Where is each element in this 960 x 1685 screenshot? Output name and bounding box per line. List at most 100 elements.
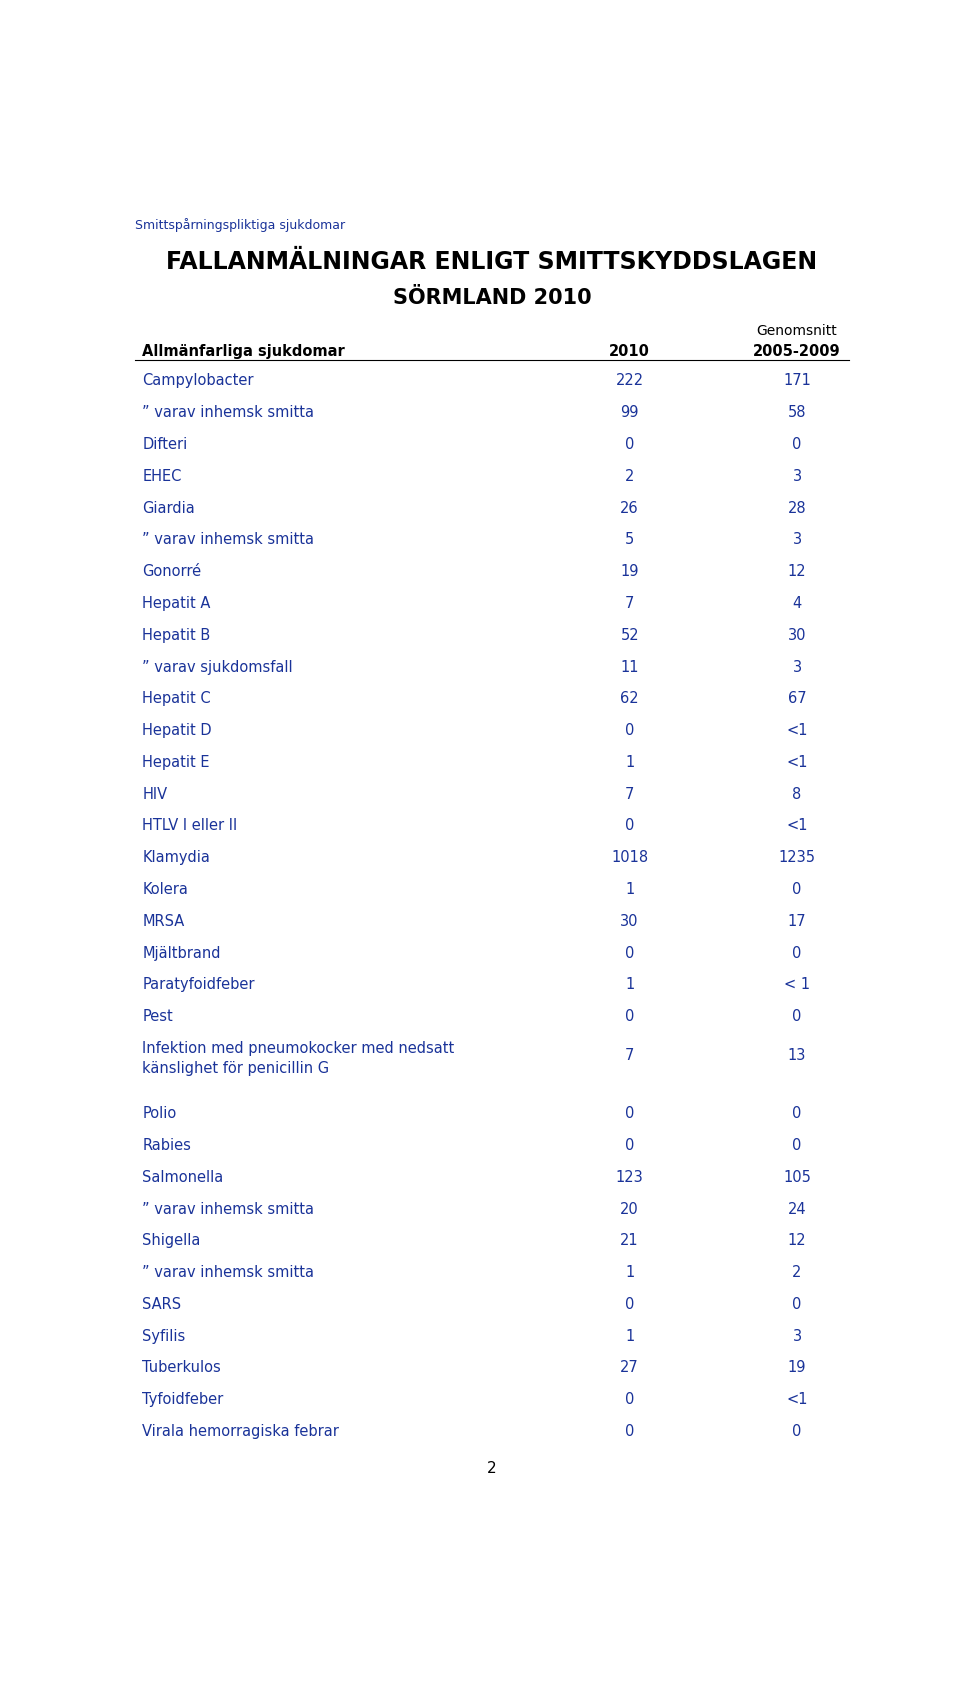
Text: 222: 222 (615, 374, 644, 389)
Text: 0: 0 (625, 1297, 635, 1313)
Text: Genomsnitt: Genomsnitt (756, 324, 837, 339)
Text: 26: 26 (620, 500, 639, 516)
Text: ” varav inhemsk smitta: ” varav inhemsk smitta (142, 532, 314, 548)
Text: 62: 62 (620, 691, 639, 706)
Text: Hepatit D: Hepatit D (142, 723, 212, 738)
Text: Pest: Pest (142, 1009, 173, 1024)
Text: SÖRMLAND 2010: SÖRMLAND 2010 (393, 288, 591, 308)
Text: HTLV I eller II: HTLV I eller II (142, 819, 237, 834)
Text: 0: 0 (792, 945, 802, 960)
Text: Giardia: Giardia (142, 500, 195, 516)
Text: 1: 1 (625, 977, 635, 992)
Text: < 1: < 1 (784, 977, 810, 992)
Text: 0: 0 (792, 436, 802, 452)
Text: 0: 0 (625, 1424, 635, 1439)
Text: Hepatit B: Hepatit B (142, 629, 210, 642)
Text: 1018: 1018 (612, 851, 648, 866)
Text: Hepatit C: Hepatit C (142, 691, 211, 706)
Text: 1: 1 (625, 1265, 635, 1281)
Text: 4: 4 (792, 596, 802, 612)
Text: 1: 1 (625, 1329, 635, 1343)
Text: 2: 2 (792, 1265, 802, 1281)
Text: Syfilis: Syfilis (142, 1329, 185, 1343)
Text: 0: 0 (625, 436, 635, 452)
Text: 123: 123 (615, 1169, 643, 1185)
Text: Gonorré: Gonorré (142, 564, 202, 580)
Text: 1235: 1235 (779, 851, 816, 866)
Text: ” varav inhemsk smitta: ” varav inhemsk smitta (142, 406, 314, 420)
Text: 1: 1 (625, 755, 635, 770)
Text: 0: 0 (792, 881, 802, 896)
Text: 0: 0 (792, 1137, 802, 1153)
Text: 171: 171 (783, 374, 811, 389)
Text: Tuberkulos: Tuberkulos (142, 1360, 221, 1375)
Text: <1: <1 (786, 723, 807, 738)
Text: 0: 0 (792, 1105, 802, 1121)
Text: 28: 28 (788, 500, 806, 516)
Text: 7: 7 (625, 596, 635, 612)
Text: 0: 0 (625, 1137, 635, 1153)
Text: ” varav inhemsk smitta: ” varav inhemsk smitta (142, 1201, 314, 1217)
Text: 0: 0 (625, 723, 635, 738)
Text: 2: 2 (625, 468, 635, 484)
Text: 67: 67 (788, 691, 806, 706)
Text: Shigella: Shigella (142, 1233, 201, 1249)
Text: EHEC: EHEC (142, 468, 181, 484)
Text: 8: 8 (792, 787, 802, 802)
Text: HIV: HIV (142, 787, 167, 802)
Text: 99: 99 (620, 406, 639, 420)
Text: 0: 0 (792, 1009, 802, 1024)
Text: 0: 0 (625, 1392, 635, 1407)
Text: Kolera: Kolera (142, 881, 188, 896)
Text: Difteri: Difteri (142, 436, 187, 452)
Text: 0: 0 (625, 819, 635, 834)
Text: 58: 58 (788, 406, 806, 420)
Text: 20: 20 (620, 1201, 639, 1217)
Text: 7: 7 (625, 787, 635, 802)
Text: 27: 27 (620, 1360, 639, 1375)
Text: Paratyfoidfeber: Paratyfoidfeber (142, 977, 254, 992)
Text: 0: 0 (625, 1009, 635, 1024)
Text: SARS: SARS (142, 1297, 181, 1313)
Text: 0: 0 (625, 945, 635, 960)
Text: 1: 1 (625, 881, 635, 896)
Text: 30: 30 (620, 913, 639, 928)
Text: 52: 52 (620, 629, 639, 642)
Text: 2010: 2010 (610, 344, 650, 359)
Text: Hepatit E: Hepatit E (142, 755, 210, 770)
Text: MRSA: MRSA (142, 913, 184, 928)
Text: Allmänfarliga sjukdomar: Allmänfarliga sjukdomar (142, 344, 345, 359)
Text: 19: 19 (788, 1360, 806, 1375)
Text: 24: 24 (788, 1201, 806, 1217)
Text: 3: 3 (792, 659, 802, 674)
Text: ” varav sjukdomsfall: ” varav sjukdomsfall (142, 659, 293, 674)
Text: 0: 0 (792, 1297, 802, 1313)
Text: 3: 3 (792, 1329, 802, 1343)
Text: Salmonella: Salmonella (142, 1169, 224, 1185)
Text: Polio: Polio (142, 1105, 177, 1121)
Text: Smittspårningspliktiga sjukdomar: Smittspårningspliktiga sjukdomar (134, 217, 345, 233)
Text: 17: 17 (788, 913, 806, 928)
Text: 105: 105 (783, 1169, 811, 1185)
Text: Tyfoidfeber: Tyfoidfeber (142, 1392, 224, 1407)
Text: 21: 21 (620, 1233, 639, 1249)
Text: 19: 19 (620, 564, 639, 580)
Text: 30: 30 (788, 629, 806, 642)
Text: Klamydia: Klamydia (142, 851, 210, 866)
Text: Mjältbrand: Mjältbrand (142, 945, 221, 960)
Text: <1: <1 (786, 1392, 807, 1407)
Text: 13: 13 (788, 1048, 806, 1063)
Text: FALLANMÄLNINGAR ENLIGT SMITTSKYDDSLAGEN: FALLANMÄLNINGAR ENLIGT SMITTSKYDDSLAGEN (166, 249, 818, 275)
Text: 0: 0 (625, 1105, 635, 1121)
Text: 7: 7 (625, 1048, 635, 1063)
Text: 3: 3 (792, 468, 802, 484)
Text: ” varav inhemsk smitta: ” varav inhemsk smitta (142, 1265, 314, 1281)
Text: 2: 2 (487, 1461, 497, 1476)
Text: Infektion med pneumokocker med nedsatt
känslighet för penicillin G: Infektion med pneumokocker med nedsatt k… (142, 1041, 455, 1075)
Text: 2005-2009: 2005-2009 (754, 344, 841, 359)
Text: 12: 12 (788, 1233, 806, 1249)
Text: Virala hemorragiska febrar: Virala hemorragiska febrar (142, 1424, 339, 1439)
Text: <1: <1 (786, 819, 807, 834)
Text: 0: 0 (792, 1424, 802, 1439)
Text: 11: 11 (620, 659, 639, 674)
